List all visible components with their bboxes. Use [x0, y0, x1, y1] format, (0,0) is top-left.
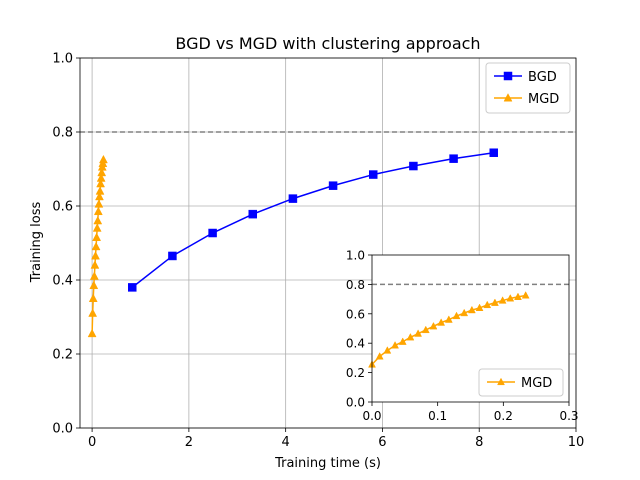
main-x-tick-label: 4: [282, 435, 290, 450]
main-x-tick-label: 10: [568, 435, 585, 450]
inset-data-point-mgd: [406, 333, 415, 341]
x-axis-label: Training time (s): [274, 456, 381, 471]
main-data-point-mgd: [88, 293, 98, 302]
inset-data-point-mgd: [467, 305, 476, 314]
inset-y-tick-label: 0.0: [346, 396, 365, 410]
main-data-point-bgd: [489, 148, 498, 157]
inset-data-point-mgd: [483, 300, 492, 309]
inset-y-tick-label: 0.8: [346, 278, 365, 292]
inset-y-tick-label: 0.4: [346, 337, 365, 351]
inset-y-tick-label: 0.6: [346, 307, 365, 321]
main-data-point-mgd: [89, 280, 99, 290]
inset-x-tick-label: 0.2: [494, 409, 513, 423]
inset-data-point-mgd: [414, 329, 423, 337]
main-data-point-mgd: [91, 251, 100, 260]
inset-data-point-mgd: [391, 341, 399, 349]
main-x-tick-label: 0: [88, 435, 96, 450]
main-series-mgd: [87, 154, 108, 338]
chart-title: BGD vs MGD with clustering approach: [175, 34, 480, 53]
main-data-point-mgd: [97, 167, 107, 177]
main-data-point-mgd: [90, 260, 100, 269]
main-data-point-bgd: [168, 251, 177, 261]
main-data-point-mgd: [96, 173, 106, 182]
main-y-tick-label: 0.6: [52, 200, 73, 215]
main-data-point-bgd: [248, 209, 258, 219]
main-legend-label-mgd: MGD: [528, 92, 559, 107]
main-data-point-mgd: [88, 308, 98, 317]
inset-legend-box: [478, 368, 564, 397]
inset-data-point-mgd: [491, 298, 499, 306]
main-x-tick-label: 6: [378, 435, 386, 450]
y-axis-label: Training loss: [29, 202, 44, 284]
inset-data-point-mgd: [444, 315, 453, 323]
inset-x-tick-label: 0.0: [362, 409, 381, 423]
inset-data-point-mgd: [514, 292, 522, 300]
main-y-tick-label: 0.0: [52, 422, 73, 437]
inset-series-mgd: [368, 291, 530, 368]
inset-data-point-mgd: [506, 294, 515, 302]
main-data-point-mgd: [95, 186, 105, 195]
inset-y-tick-label: 0.2: [346, 366, 365, 380]
main-x-tick-label: 8: [475, 435, 483, 450]
inset-legend-marker-mgd: [497, 377, 505, 386]
inset-data-point-mgd: [460, 308, 469, 317]
inset-data-point-mgd: [383, 346, 392, 354]
main-y-tick-label: 0.4: [52, 274, 73, 289]
inset-axes-frame: [371, 254, 570, 403]
main-x-tick-label: 2: [185, 435, 193, 450]
main-y-tick-label: 0.2: [52, 348, 73, 363]
main-data-point-mgd: [91, 241, 101, 251]
main-axes-frame: [79, 57, 577, 429]
inset-x-tick-label: 0.3: [559, 409, 578, 423]
main-data-point-mgd: [92, 223, 102, 232]
inset-data-point-mgd: [475, 303, 484, 312]
inset-data-point-mgd: [375, 352, 384, 360]
inset-data-point-mgd: [521, 291, 530, 299]
inset-data-point-mgd: [429, 321, 438, 330]
main-data-point-mgd: [99, 154, 108, 164]
main-y-tick-label: 0.8: [52, 126, 73, 141]
inset-y-tick-label: 1.0: [346, 249, 365, 263]
main-data-point-bgd: [449, 154, 458, 163]
main-data-point-mgd: [87, 328, 97, 338]
main-data-point-bgd: [328, 181, 338, 190]
main-legend: BGD MGD: [485, 62, 571, 114]
main-data-point-mgd: [92, 232, 102, 241]
inset-data-point-mgd: [452, 311, 461, 320]
inset-data-point-mgd: [398, 337, 407, 345]
inset-x-tick-label: 0.1: [428, 409, 447, 423]
main-data-point-bgd: [208, 228, 217, 238]
inset-data-point-mgd: [437, 318, 446, 326]
inset-data-point-mgd: [498, 296, 507, 304]
inset-legend: MGD: [478, 368, 564, 397]
main-data-point-bgd: [288, 194, 298, 203]
main-series-line-bgd: [131, 151, 494, 288]
main-data-point-bgd: [409, 161, 418, 171]
main-data-point-bgd: [368, 170, 378, 179]
main-plot: 0 2 4 6 8 10 0.0 0.2 0.4 0.6 0.8 1.0 BGD MGD: [52, 52, 584, 451]
main-data-point-mgd: [94, 199, 104, 208]
main-series-bgd: [128, 148, 498, 292]
main-data-point-bgd: [128, 283, 137, 292]
main-y-tick-label: 1.0: [52, 52, 73, 67]
main-data-point-mgd: [89, 271, 99, 280]
main-legend-marker-mgd: [503, 93, 513, 102]
main-data-point-mgd: [96, 178, 106, 188]
inset-plot: 0.0 0.1 0.2 0.3 0.0 0.2 0.4 0.6 0.8 1.0 MGD: [346, 249, 579, 424]
main-data-point-mgd: [93, 215, 103, 225]
main-data-point-mgd: [93, 206, 103, 216]
main-legend-marker-bgd: [503, 71, 513, 81]
inset-legend-label-mgd: MGD: [521, 376, 552, 391]
inset-data-point-mgd: [421, 325, 430, 334]
main-legend-label-bgd: BGD: [528, 70, 557, 85]
main-data-point-mgd: [95, 191, 104, 201]
